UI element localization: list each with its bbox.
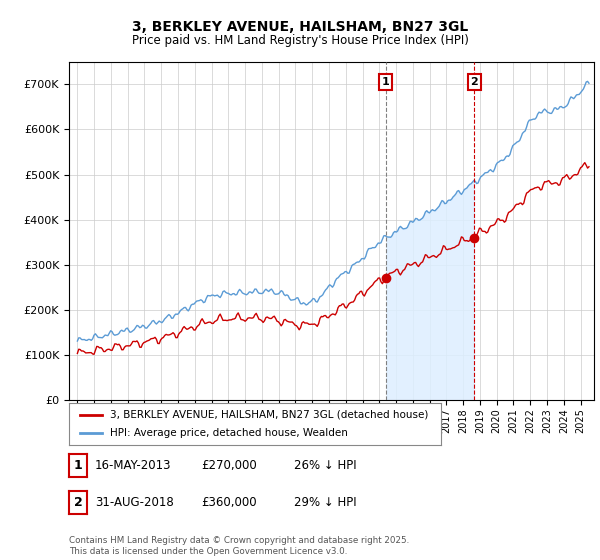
Text: 1: 1 xyxy=(382,77,389,87)
Text: 1: 1 xyxy=(74,459,82,472)
Text: 26% ↓ HPI: 26% ↓ HPI xyxy=(294,459,356,472)
Text: Contains HM Land Registry data © Crown copyright and database right 2025.
This d: Contains HM Land Registry data © Crown c… xyxy=(69,536,409,556)
Text: £270,000: £270,000 xyxy=(201,459,257,472)
Text: £360,000: £360,000 xyxy=(201,496,257,509)
Text: 29% ↓ HPI: 29% ↓ HPI xyxy=(294,496,356,509)
Text: 16-MAY-2013: 16-MAY-2013 xyxy=(95,459,172,472)
Text: 2: 2 xyxy=(74,496,82,509)
Text: 3, BERKLEY AVENUE, HAILSHAM, BN27 3GL: 3, BERKLEY AVENUE, HAILSHAM, BN27 3GL xyxy=(132,20,468,34)
Text: Price paid vs. HM Land Registry's House Price Index (HPI): Price paid vs. HM Land Registry's House … xyxy=(131,34,469,46)
Text: 3, BERKLEY AVENUE, HAILSHAM, BN27 3GL (detached house): 3, BERKLEY AVENUE, HAILSHAM, BN27 3GL (d… xyxy=(110,410,428,420)
Text: 2: 2 xyxy=(470,77,478,87)
Text: HPI: Average price, detached house, Wealden: HPI: Average price, detached house, Weal… xyxy=(110,428,348,438)
Text: 31-AUG-2018: 31-AUG-2018 xyxy=(95,496,173,509)
